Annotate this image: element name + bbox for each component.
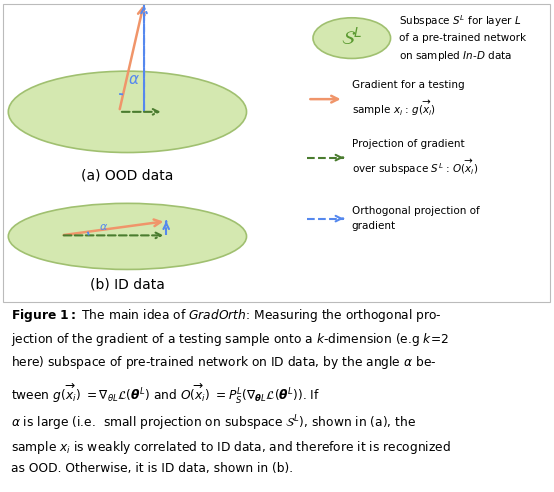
FancyBboxPatch shape [3,3,550,303]
Text: Gradient for a testing
sample $x_i$ : $\overrightarrow{g(x_i)}$: Gradient for a testing sample $x_i$ : $\… [352,80,464,118]
Text: $\mathcal{S}^L$: $\mathcal{S}^L$ [341,27,362,49]
Text: $\mathbf{Figure\ 1:}$ The main idea of $\it{GradOrth}$: Measuring the orthogonal: $\mathbf{Figure\ 1:}$ The main idea of $… [11,307,451,475]
Text: Projection of gradient
over subspace $\mathit{S}^L$ : $\overrightarrow{O(x_i)}$: Projection of gradient over subspace $\m… [352,139,478,177]
Text: (a) OOD data: (a) OOD data [81,168,173,183]
Text: (b) ID data: (b) ID data [90,277,165,292]
Ellipse shape [8,71,247,153]
Text: Subspace $\mathit{S}^L$ for layer $\mathit{L}$
of a pre-trained network
on sampl: Subspace $\mathit{S}^L$ for layer $\math… [399,13,526,63]
Text: Orthogonal projection of
gradient: Orthogonal projection of gradient [352,207,480,231]
Ellipse shape [8,203,247,270]
Text: $\alpha$: $\alpha$ [128,72,140,87]
Text: $\alpha$: $\alpha$ [99,222,108,232]
Ellipse shape [313,18,391,59]
